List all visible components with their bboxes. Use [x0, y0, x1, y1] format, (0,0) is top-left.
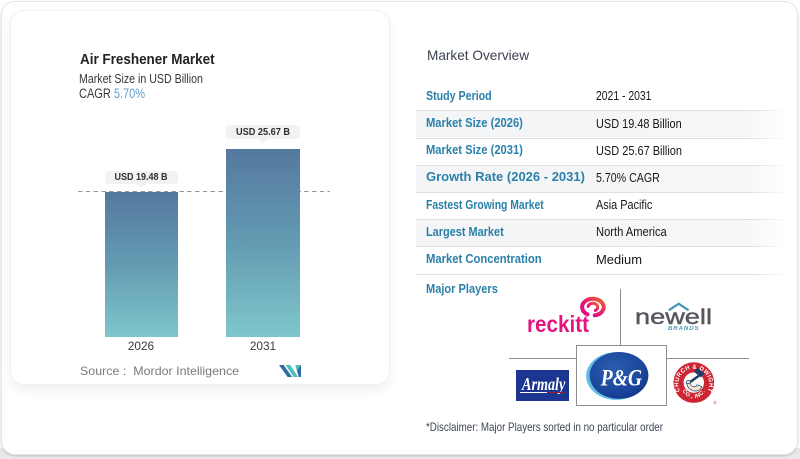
- svg-text:CO., INC.: CO., INC.: [680, 389, 706, 400]
- svg-text:®: ®: [713, 400, 717, 406]
- svg-text:P&G: P&G: [600, 365, 643, 391]
